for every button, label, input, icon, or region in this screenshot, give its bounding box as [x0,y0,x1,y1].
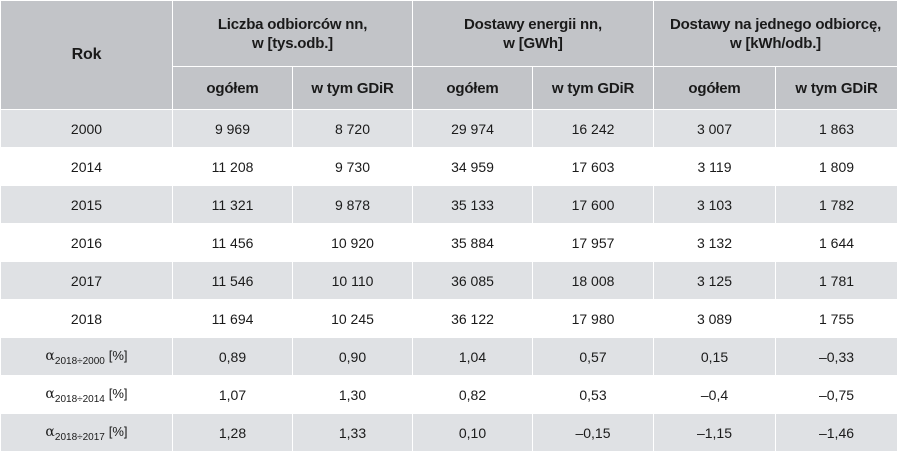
table-cell: 3 119 [654,148,776,186]
header-group-odbiorcy: Liczba odbiorców nn, w [tys.odb.] [173,1,413,67]
table-cell: 3 125 [654,262,776,300]
table-cell: 34 959 [413,148,533,186]
table-cell: 18 008 [533,262,654,300]
table-cell: 36 085 [413,262,533,300]
table-cell: 1 755 [776,300,897,338]
table-cell: 10 920 [293,224,413,262]
table-cell: 11 321 [173,186,293,224]
table-cell: 9 730 [293,148,413,186]
table-cell: 11 546 [173,262,293,300]
table-cell: 17 603 [533,148,654,186]
subheader-cell: ogółem [413,67,533,110]
table-cell: 1,07 [173,376,293,414]
subheader-cell: w tym GDiR [533,67,654,110]
row-year: 2014 [1,148,173,186]
table-cell: 3 007 [654,110,776,148]
table-cell: 11 694 [173,300,293,338]
alpha-unit: [%] [109,348,128,363]
alpha-subscript: 2018÷2000 [55,355,105,366]
alpha-symbol: α [45,348,54,364]
alpha-label: α2018÷2000 [%] [1,338,173,376]
table-cell: 1 781 [776,262,897,300]
table-cell: 0,90 [293,338,413,376]
header-group-na-odbiorce-line1: Dostawy na jednego odbiorcę, [654,15,897,34]
table-cell: 29 974 [413,110,533,148]
table-cell: 17 980 [533,300,654,338]
row-year: 2018 [1,300,173,338]
table-cell: 1,04 [413,338,533,376]
row-year: 2000 [1,110,173,148]
table-cell: –0,4 [654,376,776,414]
alpha-label: α2018÷2014 [%] [1,376,173,414]
alpha-symbol: α [45,424,54,440]
table-cell: 1,28 [173,414,293,452]
header-group-na-odbiorce-line2: w [kWh/odb.] [654,34,897,53]
table-cell: 11 208 [173,148,293,186]
header-group-dostawy-line1: Dostawy energii nn, [413,15,653,34]
table-cell: 1 809 [776,148,897,186]
table-cell: 10 110 [293,262,413,300]
table-cell: 3 132 [654,224,776,262]
table-cell: 0,82 [413,376,533,414]
table-cell: 16 242 [533,110,654,148]
table-cell: 8 720 [293,110,413,148]
table-cell: 3 103 [654,186,776,224]
table-cell: 1 644 [776,224,897,262]
table-cell: 17 957 [533,224,654,262]
header-rok: Rok [1,1,173,110]
table-cell: –1,46 [776,414,897,452]
alpha-label: α2018÷2017 [%] [1,414,173,452]
row-year: 2017 [1,262,173,300]
table-cell: 1 863 [776,110,897,148]
table-cell: 17 600 [533,186,654,224]
table-cell: 9 969 [173,110,293,148]
header-group-na-odbiorce: Dostawy na jednego odbiorcę, w [kWh/odb.… [654,1,897,67]
table-cell: 35 884 [413,224,533,262]
header-group-odbiorcy-line1: Liczba odbiorców nn, [173,15,412,34]
table-cell: 1,33 [293,414,413,452]
alpha-symbol: α [45,386,54,402]
table-cell: 11 456 [173,224,293,262]
table-cell: 1 782 [776,186,897,224]
table-cell: 0,89 [173,338,293,376]
table-cell: 9 878 [293,186,413,224]
row-year: 2016 [1,224,173,262]
table-cell: –0,15 [533,414,654,452]
row-year: 2015 [1,186,173,224]
table-cell: 35 133 [413,186,533,224]
table-cell: 0,10 [413,414,533,452]
subheader-cell: ogółem [173,67,293,110]
table-cell: 10 245 [293,300,413,338]
subheader-cell: w tym GDiR [776,67,897,110]
table-cell: 0,15 [654,338,776,376]
header-group-dostawy-line2: w [GWh] [413,34,653,53]
header-group-dostawy: Dostawy energii nn, w [GWh] [413,1,654,67]
table-cell: 1,30 [293,376,413,414]
header-group-odbiorcy-line2: w [tys.odb.] [173,34,412,53]
table-cell: 0,57 [533,338,654,376]
subheader-cell: ogółem [654,67,776,110]
table-cell: –1,15 [654,414,776,452]
table-cell: –0,33 [776,338,897,376]
alpha-subscript: 2018÷2017 [55,431,105,442]
alpha-unit: [%] [109,386,128,401]
alpha-subscript: 2018÷2014 [55,393,105,404]
table-cell: –0,75 [776,376,897,414]
alpha-unit: [%] [109,424,128,439]
table-cell: 0,53 [533,376,654,414]
subheader-cell: w tym GDiR [293,67,413,110]
table-cell: 3 089 [654,300,776,338]
table-cell: 36 122 [413,300,533,338]
